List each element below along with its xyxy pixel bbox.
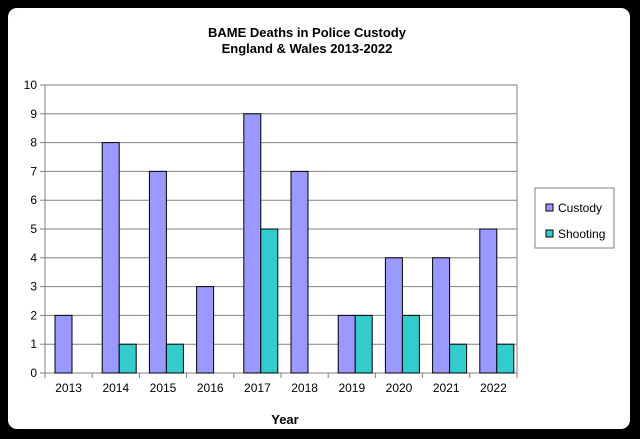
x-tick-label: 2017 [244, 381, 271, 395]
bar-custody-2013 [54, 314, 73, 374]
bar-custody-2022 [479, 228, 498, 374]
bars [54, 113, 515, 374]
y-tick-label: 5 [30, 222, 37, 236]
bar-shooting-2014 [118, 343, 137, 374]
legend: Custody Shooting [534, 187, 615, 249]
y-tick-label: 2 [30, 308, 37, 322]
x-tick-label: 2016 [197, 381, 224, 395]
legend-swatch-custody [545, 203, 554, 212]
y-tick-label: 9 [30, 107, 37, 121]
x-tick-label: 2020 [386, 381, 413, 395]
chart-title: BAME Deaths in Police Custody [208, 25, 407, 40]
y-tick-label: 1 [30, 337, 37, 351]
bar-custody-2015 [148, 170, 167, 374]
y-tick-label: 10 [24, 78, 38, 92]
bar-shooting-2017 [260, 228, 279, 374]
x-tick-label: 2015 [150, 381, 177, 395]
bar-custody-2020 [384, 257, 403, 374]
bar-shooting-2020 [401, 314, 420, 374]
bar-custody-2016 [196, 286, 215, 374]
x-axis-ticks: 2013 2014 2015 2016 2017 2018 2019 2020 2021 2022 [44, 373, 518, 395]
legend-label-custody: Custody [558, 201, 602, 215]
legend-label-shooting: Shooting [558, 227, 605, 241]
y-tick-label: 6 [30, 193, 37, 207]
y-axis-ticks: 0 1 2 3 4 5 6 7 8 9 10 [24, 78, 45, 380]
bar-shooting-2022 [496, 343, 515, 374]
bar-custody-2019 [337, 314, 356, 374]
y-tick-label: 0 [30, 366, 37, 380]
x-tick-label: 2014 [102, 381, 129, 395]
bar-custody-2014 [101, 142, 120, 374]
bar-custody-2021 [432, 257, 451, 374]
x-tick-label: 2018 [291, 381, 318, 395]
y-tick-label: 7 [30, 164, 37, 178]
legend-swatch-shooting [545, 229, 554, 238]
y-tick-label: 3 [30, 280, 37, 294]
bar-shooting-2021 [449, 343, 468, 374]
x-tick-label: 2013 [55, 381, 82, 395]
y-tick-label: 8 [30, 136, 37, 150]
x-axis-title: Year [271, 412, 298, 427]
legend-box [534, 187, 615, 249]
bar-shooting-2015 [165, 343, 184, 374]
x-tick-label: 2021 [433, 381, 460, 395]
bar-shooting-2019 [354, 314, 373, 374]
bar-custody-2018 [290, 170, 309, 374]
x-tick-label: 2022 [480, 381, 507, 395]
bar-custody-2017 [243, 113, 262, 374]
y-tick-label: 4 [30, 251, 37, 265]
chart-subtitle: England & Wales 2013-2022 [222, 41, 393, 56]
x-tick-label: 2019 [338, 381, 365, 395]
